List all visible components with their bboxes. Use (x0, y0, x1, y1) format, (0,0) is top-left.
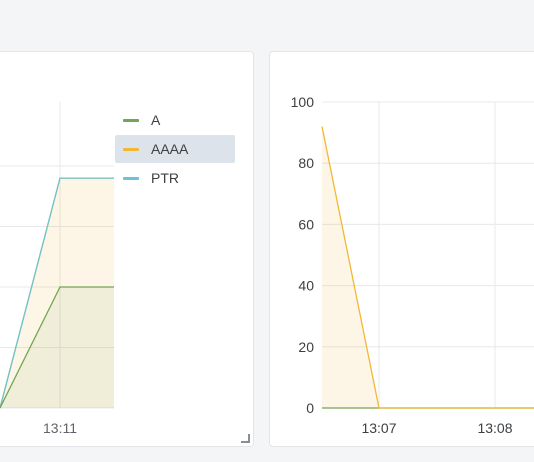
y-tick-label-60: 60 (298, 216, 314, 232)
x-tick-label-0: 13:07 (361, 420, 396, 436)
legend-swatch-ptr (123, 176, 139, 180)
legend-label-a: A (151, 112, 161, 128)
area-aaaa (322, 126, 534, 408)
legend-label-ptr: PTR (151, 170, 179, 186)
y-tick-label-0: 0 (306, 400, 314, 416)
x-tick-label-0: 13:11 (43, 420, 77, 436)
legend-label-aaaa: AAAA (151, 141, 189, 157)
chart-panel-right: 0 20 40 60 80 100 13:07 13:08 (269, 51, 534, 447)
series-line-a (0, 286, 120, 409)
area-aaaa (0, 178, 120, 408)
legend-item-a[interactable]: A (115, 106, 235, 134)
series-line-ptr (0, 177, 120, 409)
y-tick-label-40: 40 (298, 278, 314, 294)
series-line-aaaa (321, 126, 534, 409)
y-tick-label-80: 80 (298, 155, 314, 171)
legend-backdrop (114, 52, 253, 446)
x-tick-label-1: 13:08 (477, 420, 512, 436)
resize-handle-icon[interactable] (241, 434, 250, 443)
legend-item-ptr[interactable]: PTR (115, 164, 235, 192)
legend-swatch-a (123, 118, 139, 122)
legend-swatch-aaaa (123, 147, 139, 151)
legend-item-aaaa[interactable]: AAAA (115, 135, 235, 163)
right-chart-plot: 0 20 40 60 80 100 13:07 13:08 (291, 94, 534, 436)
chart-panel-left: 13:11 A AAAA PTR (0, 51, 254, 447)
legend: A AAAA PTR (115, 106, 235, 193)
y-tick-label-20: 20 (298, 339, 314, 355)
left-chart-plot: 13:11 (0, 52, 253, 446)
y-tick-label-100: 100 (291, 94, 315, 110)
area-a (0, 287, 120, 408)
